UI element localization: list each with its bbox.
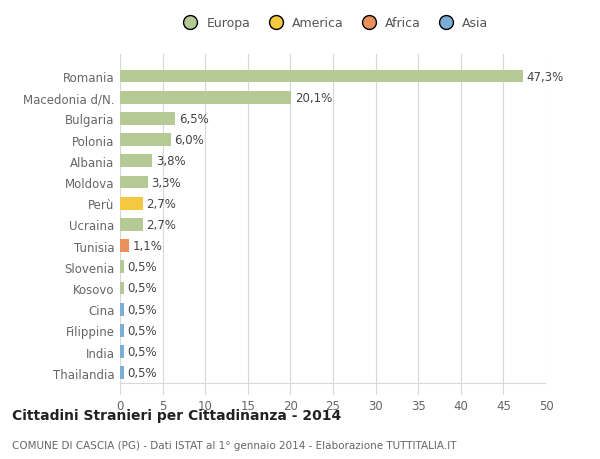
Text: 3,8%: 3,8%: [156, 155, 185, 168]
Text: 0,5%: 0,5%: [128, 282, 157, 295]
Bar: [120, 113, 175, 125]
Bar: [120, 367, 124, 379]
Bar: [120, 197, 143, 210]
Text: 6,0%: 6,0%: [175, 134, 204, 147]
Text: 0,5%: 0,5%: [128, 261, 157, 274]
Text: 0,5%: 0,5%: [128, 366, 157, 380]
Bar: [120, 218, 143, 231]
Bar: [120, 155, 152, 168]
Bar: [120, 346, 124, 358]
Bar: [120, 92, 291, 104]
Bar: [120, 325, 124, 337]
Text: 0,5%: 0,5%: [128, 324, 157, 337]
Text: Cittadini Stranieri per Cittadinanza - 2014: Cittadini Stranieri per Cittadinanza - 2…: [12, 409, 341, 422]
Text: 6,5%: 6,5%: [179, 112, 209, 126]
Text: 1,1%: 1,1%: [133, 240, 163, 252]
Bar: [120, 303, 124, 316]
Legend: Europa, America, Africa, Asia: Europa, America, Africa, Asia: [178, 17, 488, 30]
Bar: [120, 240, 130, 252]
Text: 2,7%: 2,7%: [146, 218, 176, 231]
Bar: [120, 176, 148, 189]
Text: 47,3%: 47,3%: [526, 70, 563, 84]
Text: 0,5%: 0,5%: [128, 303, 157, 316]
Text: 0,5%: 0,5%: [128, 345, 157, 358]
Bar: [120, 71, 523, 83]
Bar: [120, 134, 171, 147]
Text: 3,3%: 3,3%: [152, 176, 181, 189]
Bar: [120, 282, 124, 295]
Text: 2,7%: 2,7%: [146, 197, 176, 210]
Text: 20,1%: 20,1%: [295, 91, 332, 105]
Text: COMUNE DI CASCIA (PG) - Dati ISTAT al 1° gennaio 2014 - Elaborazione TUTTITALIA.: COMUNE DI CASCIA (PG) - Dati ISTAT al 1°…: [12, 440, 457, 450]
Bar: [120, 261, 124, 274]
